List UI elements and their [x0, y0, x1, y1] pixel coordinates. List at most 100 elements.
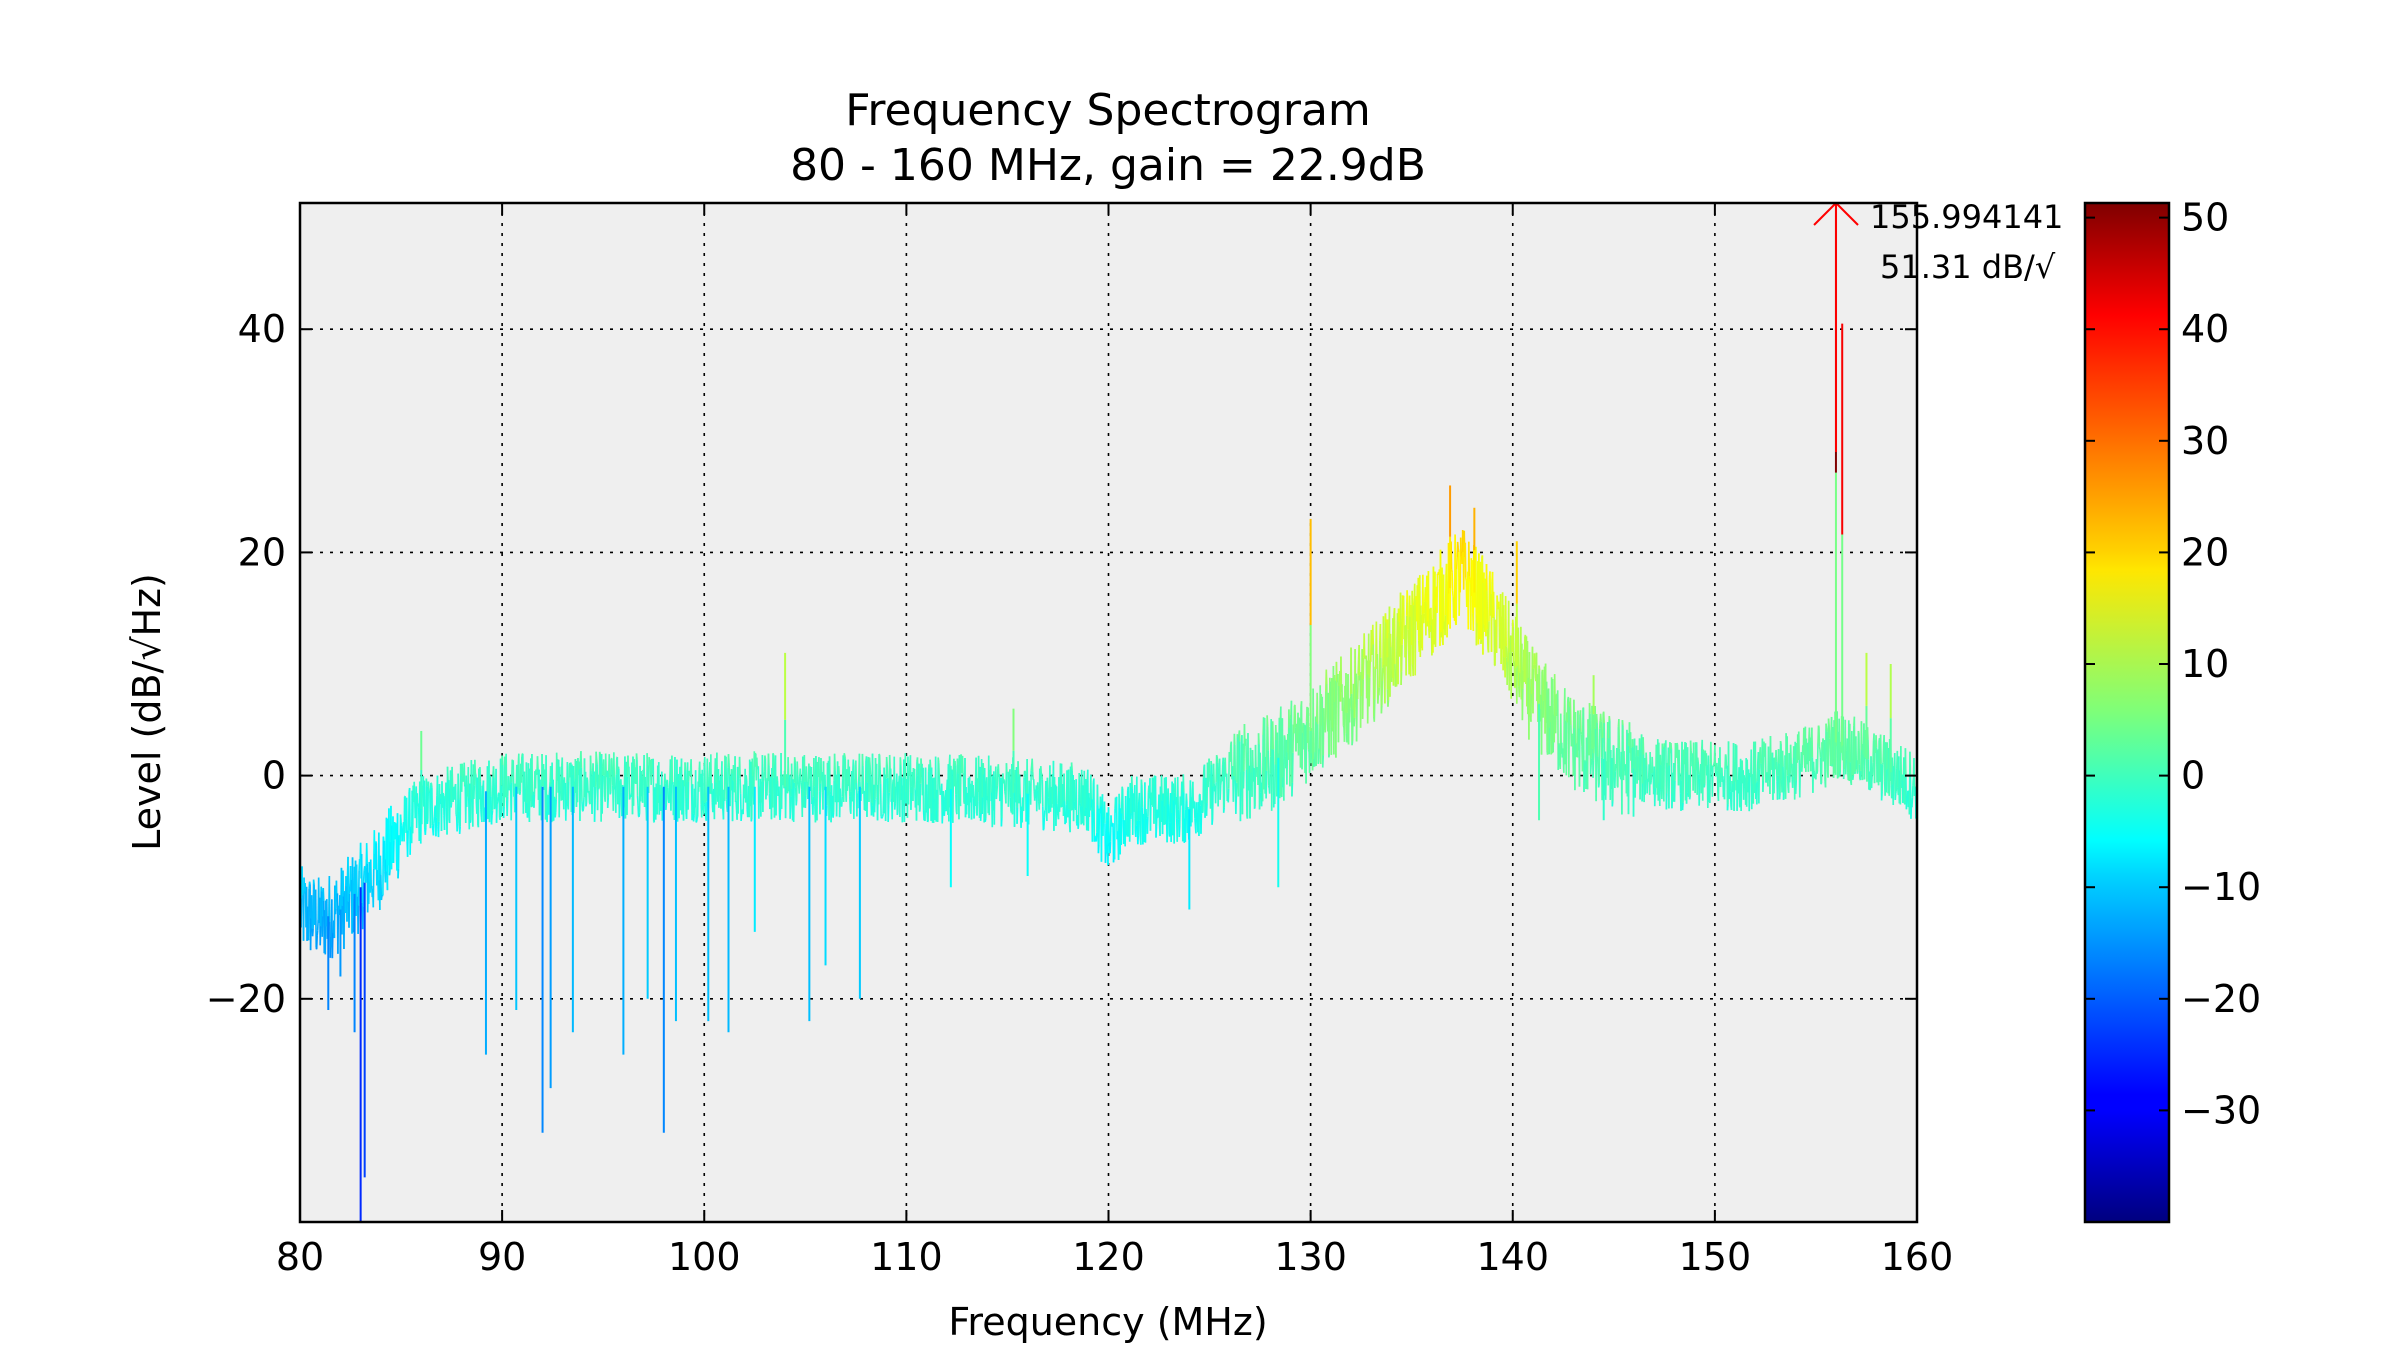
spectrum-segment: [1223, 761, 1226, 808]
spectrum-segment: [1350, 647, 1353, 694]
spectrum-segment: [1251, 750, 1254, 767]
spectrum-segment: [1601, 713, 1605, 739]
spectrum-segment: [301, 866, 304, 895]
spectrum-segment: [1818, 746, 1821, 750]
spectrum-segment: [470, 760, 473, 803]
spectrum-segment: [1659, 754, 1662, 766]
spectrum-segment: [880, 817, 883, 819]
spectrum-segment: [1200, 813, 1203, 834]
spectrum-segment: [1565, 712, 1568, 776]
spectrum-segment: [630, 792, 633, 797]
spectrum-segment: [1180, 804, 1182, 806]
spectrum-segment: [796, 774, 800, 785]
spectrum-segment: [1141, 784, 1144, 808]
spectrum-segment: [1048, 804, 1051, 814]
spectrum-segment: [1185, 793, 1188, 802]
spectrum-segment: [1317, 749, 1321, 763]
spectrum-segment: [1378, 687, 1381, 696]
spectrum-segment: [1310, 727, 1313, 758]
spectrum-segment: [1579, 710, 1582, 732]
x-tick-label: 110: [870, 1235, 943, 1279]
spectrum-segment: [659, 794, 663, 811]
spectrum-segment: [328, 876, 331, 922]
spectrum-segment: [972, 784, 975, 799]
spectrum-segment: [1911, 785, 1914, 798]
spectrum-segment: [535, 772, 538, 776]
spectrum-segment: [1219, 785, 1222, 800]
spectrum-segment: [664, 773, 667, 784]
spectrum-segment: [882, 792, 885, 814]
spectrum-segment: [531, 753, 534, 796]
spectrum-segment: [611, 769, 614, 786]
spectrum-segment: [1208, 758, 1211, 774]
spectrum-segment: [849, 791, 853, 814]
spectrum-segment: [974, 781, 977, 807]
spectrum-segment: [1601, 738, 1604, 801]
spectrum-segment: [1696, 757, 1699, 763]
spectrum-segment: [379, 855, 382, 875]
spectrum-segment: [1511, 619, 1515, 628]
spectrum-segment: [768, 765, 771, 794]
spectrum-segment: [1039, 766, 1043, 774]
spectrum-segment: [1077, 823, 1080, 829]
spectrum-segment: [558, 766, 562, 791]
spectrum-segment: [593, 800, 596, 822]
spectrum-segment: [763, 771, 766, 779]
spectrum-segment: [489, 777, 492, 797]
spectrum-segment: [996, 768, 999, 786]
spectrum-segment: [1065, 804, 1068, 823]
spectrum-segment: [508, 788, 511, 791]
spectrum-segment: [678, 780, 681, 819]
spectrum-segment: [1521, 688, 1524, 721]
spectrum-segment: [798, 776, 801, 794]
spectrum-segment: [1723, 769, 1726, 800]
spectrum-segment: [966, 792, 969, 795]
spectrum-segment: [869, 774, 872, 800]
spectrum-segment: [1362, 657, 1365, 680]
spectrum-segment: [1634, 769, 1637, 773]
spectrum-segment: [635, 753, 638, 760]
spectrum-segment: [1585, 737, 1588, 762]
spectrum-segment: [1759, 747, 1762, 764]
spectrum-segment: [1528, 652, 1531, 717]
spectrum-segment: [427, 781, 430, 788]
spectrum-segment: [969, 783, 972, 797]
spectrum-segment: [553, 796, 556, 799]
spectrum-segment: [1372, 644, 1375, 717]
spectrum-segment: [473, 785, 476, 799]
spectrum-segment: [380, 896, 383, 901]
spectrum-segment: [821, 771, 824, 793]
spectrum-segment: [311, 928, 314, 937]
spectrum-segment: [1434, 606, 1437, 647]
spectrum-segment: [1031, 758, 1034, 772]
spectrum-segment: [870, 802, 873, 816]
spectrum-segment: [1000, 818, 1003, 827]
spectrum-segment: [795, 799, 798, 806]
spectrum-segment: [507, 776, 510, 788]
spectrum-segment: [1345, 673, 1348, 734]
spectrum-segment: [1715, 766, 1718, 777]
spectrum-segment: [903, 777, 906, 822]
spectrum-segment: [857, 790, 860, 809]
spectrum-segment: [1819, 749, 1822, 758]
spectrum-segment: [1820, 782, 1823, 785]
spectrum-segment: [1765, 780, 1768, 783]
spectrum-segment: [314, 889, 317, 948]
spectrum-segment: [1568, 701, 1571, 778]
spectrum-segment: [502, 806, 505, 819]
spectrum-segment: [1506, 662, 1509, 685]
spectrum-segment: [1719, 772, 1722, 787]
spectrum-segment: [995, 792, 998, 800]
spectrum-segment: [839, 788, 842, 807]
spectrum-segment: [1321, 755, 1325, 768]
spectrum-segment: [1357, 659, 1360, 676]
spectrum-segment: [1147, 792, 1150, 817]
spectrum-segment: [1800, 765, 1804, 772]
colorbar-tick-label: 40: [2181, 307, 2229, 351]
spectrum-segment: [1056, 803, 1059, 814]
colorbar-tick-label: 50: [2181, 196, 2229, 240]
spectrum-segment: [746, 802, 750, 818]
spectrum-segment: [522, 779, 525, 814]
spectrum-segment: [1110, 815, 1113, 827]
spectrum-segment: [658, 784, 662, 795]
